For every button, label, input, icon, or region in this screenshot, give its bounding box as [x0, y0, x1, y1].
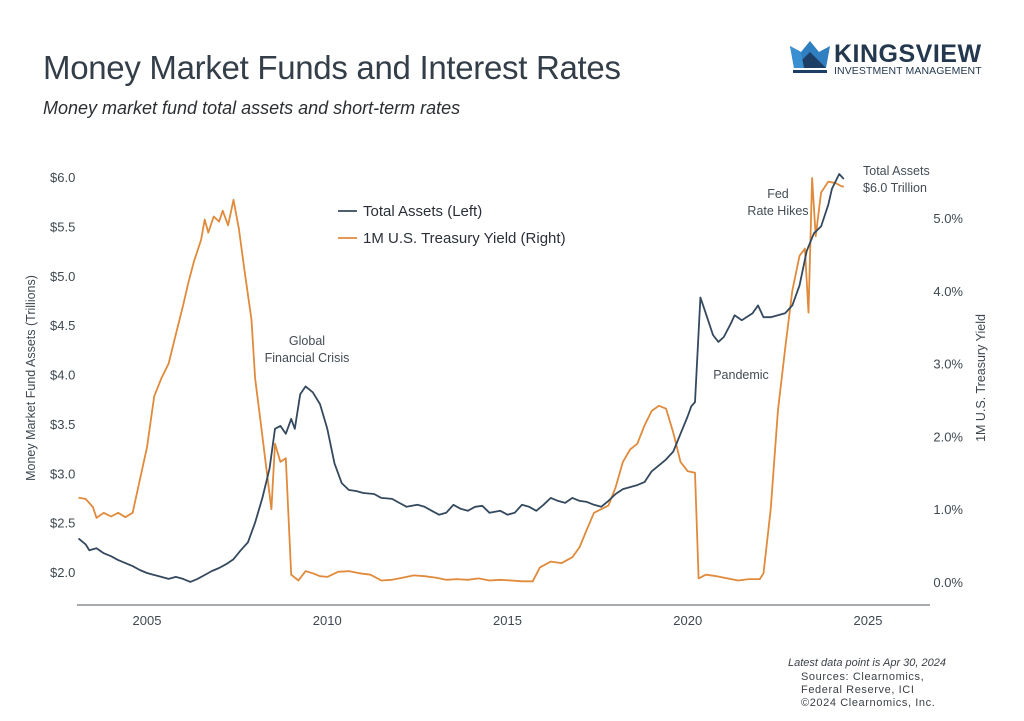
logo-name: KINGSVIEW: [834, 40, 982, 68]
y-left-tick-label: $4.5: [50, 318, 75, 333]
annotation-pandemic: Pandemic: [713, 368, 769, 382]
y-right-tick-label: 2.0%: [933, 429, 963, 444]
y-left-ticks: $2.0 $2.5 $3.0 $3.5 $4.0 $4.5 $5.0 $5.5 $6.0: [50, 170, 75, 580]
logo-tagline: INVESTMENT MANAGEMENT: [834, 65, 982, 77]
page-title: Money Market Funds and Interest Rates: [43, 49, 621, 86]
y-right-axis-title: 1M U.S. Treasury Yield: [974, 314, 988, 442]
annotation-gfc-line2: Financial Crisis: [265, 351, 350, 365]
y-left-tick-label: $5.0: [50, 269, 75, 284]
y-right-tick-label: 1.0%: [933, 502, 963, 517]
sources-line-2: Federal Reserve, ICI: [801, 684, 915, 696]
annotation-fed-rate-hikes: Fed Rate Hikes: [747, 187, 808, 218]
annotation-total-assets: Total Assets $6.0 Trillion: [863, 164, 930, 195]
annotation-fed-line2: Rate Hikes: [747, 204, 808, 218]
annotation-total-line1: Total Assets: [863, 164, 930, 178]
legend-label-yield: 1M U.S. Treasury Yield (Right): [363, 230, 566, 247]
sources-line-1: Sources: Clearnomics,: [801, 671, 925, 683]
x-ticks: 2005 2010 2015 2020 2025: [133, 613, 883, 628]
x-tick-label: 2005: [133, 613, 162, 628]
annotation-gfc: Global Financial Crisis: [265, 334, 350, 365]
kingsview-logo: KINGSVIEW INVESTMENT MANAGEMENT: [788, 38, 982, 78]
legend-label-assets: Total Assets (Left): [363, 203, 482, 220]
y-left-tick-label: $5.5: [50, 219, 75, 234]
annotation-total-line2: $6.0 Trillion: [863, 181, 927, 195]
y-left-tick-label: $6.0: [50, 170, 75, 185]
crown-icon: [790, 41, 830, 73]
legend: Total Assets (Left) 1M U.S. Treasury Yie…: [338, 203, 566, 247]
y-left-tick-label: $3.0: [50, 466, 75, 481]
y-left-axis-title: Money Market Fund Assets (Trillions): [24, 275, 38, 481]
y-right-tick-label: 5.0%: [933, 211, 963, 226]
copyright: ©2024 Clearnomics, Inc.: [801, 697, 936, 709]
y-right-tick-label: 3.0%: [933, 357, 963, 372]
series-line-treasury-yield: [78, 177, 845, 583]
series-line-total-assets: [77, 173, 845, 583]
y-left-tick-label: $2.0: [50, 565, 75, 580]
x-tick-label: 2020: [673, 613, 702, 628]
annotation-fed-line1: Fed: [767, 187, 789, 201]
annotation-gfc-line1: Global: [289, 334, 325, 348]
page-subtitle: Money market fund total assets and short…: [43, 98, 461, 118]
x-tick-label: 2025: [854, 613, 883, 628]
latest-data-note: Latest data point is Apr 30, 2024: [788, 657, 946, 669]
y-left-tick-label: $3.5: [50, 417, 75, 432]
y-left-tick-label: $2.5: [50, 516, 75, 531]
y-right-ticks: 0.0% 1.0% 2.0% 3.0% 4.0% 5.0%: [933, 211, 963, 590]
y-right-tick-label: 0.0%: [933, 575, 963, 590]
y-left-tick-label: $4.0: [50, 368, 75, 383]
x-tick-label: 2015: [493, 613, 522, 628]
y-right-tick-label: 4.0%: [933, 284, 963, 299]
x-tick-label: 2010: [313, 613, 342, 628]
